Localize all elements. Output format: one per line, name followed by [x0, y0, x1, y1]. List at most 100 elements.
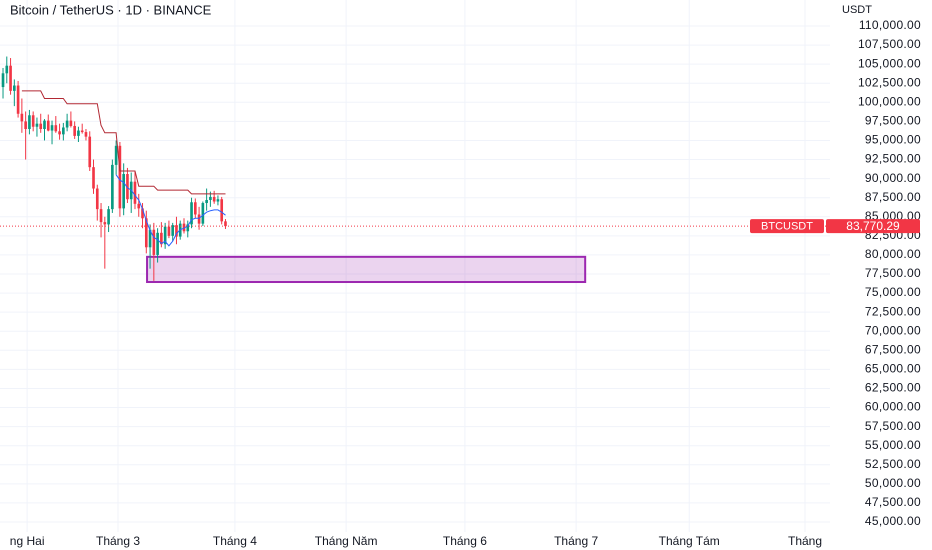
x-tick-label: Tháng — [788, 534, 822, 548]
y-tick-label: 110,000.00 — [859, 18, 921, 32]
candle-body — [58, 131, 61, 135]
candle-body — [114, 145, 118, 165]
y-tick-label: 102,500.00 — [858, 75, 921, 89]
candle-body — [148, 229, 152, 248]
candle-body — [209, 196, 212, 200]
candle-body — [186, 224, 190, 232]
y-tick-label: 87,500.00 — [865, 190, 921, 204]
y-tick-label: 50,000.00 — [865, 476, 921, 490]
plot-area — [0, 56, 830, 284]
x-tick-label: ng Hai — [10, 534, 45, 548]
y-axis-label: USDT — [842, 4, 872, 16]
y-tick-label: 57,500.00 — [865, 419, 921, 433]
candle-body — [175, 225, 178, 237]
candle-body — [92, 167, 95, 189]
candle-body — [88, 136, 92, 168]
y-tick-label: 65,000.00 — [865, 362, 921, 376]
grid — [0, 0, 830, 532]
candle-body — [205, 199, 208, 204]
y-tick-label: 97,500.00 — [865, 114, 921, 128]
y-tick-label: 45,000.00 — [865, 514, 921, 528]
candle-body — [137, 203, 141, 209]
candle-body — [171, 225, 175, 236]
candle-body — [1, 73, 5, 88]
candle-body — [182, 223, 186, 232]
candle-body — [103, 222, 107, 225]
indicator-line — [21, 90, 226, 195]
candle-body — [80, 130, 84, 133]
candle-body — [62, 127, 65, 135]
y-tick-label: 72,500.00 — [865, 304, 921, 318]
candle-body — [167, 226, 171, 236]
x-tick-label: Tháng 4 — [213, 534, 257, 548]
candle-body — [43, 120, 46, 130]
y-tick-label: 60,000.00 — [865, 400, 921, 414]
candle-body — [73, 125, 76, 136]
candle-body — [216, 199, 220, 202]
x-tick-label: Tháng Tám — [659, 534, 720, 548]
y-tick-label: 90,000.00 — [865, 171, 921, 185]
y-tick-label: 92,500.00 — [865, 152, 921, 166]
candle-body — [190, 202, 193, 225]
candle-body — [31, 115, 35, 127]
x-tick-label: Tháng 3 — [96, 534, 140, 548]
candle-body — [197, 214, 201, 224]
candle-body — [122, 174, 125, 209]
candle-body — [99, 209, 103, 223]
candle-body — [50, 125, 54, 131]
y-tick-label: 105,000.00 — [858, 56, 921, 70]
y-tick-label: 70,000.00 — [865, 323, 921, 337]
indicator-line — [115, 174, 226, 247]
last-price-name-box — [750, 219, 824, 234]
y-tick-label: 62,500.00 — [865, 381, 921, 395]
y-tick-label: 55,000.00 — [865, 438, 921, 452]
candle-body — [118, 145, 122, 209]
candle-body — [224, 221, 227, 227]
candle-body — [111, 164, 114, 210]
candle-body — [65, 120, 69, 128]
candle-body — [95, 188, 99, 210]
candle-body — [156, 232, 159, 255]
candle-body — [13, 85, 16, 91]
y-tick-label: 77,500.00 — [865, 266, 921, 280]
candle-body — [24, 121, 27, 130]
y-tick-label: 52,500.00 — [865, 457, 921, 471]
last-price-box — [826, 219, 920, 234]
candle-body — [152, 229, 156, 255]
candle-body — [160, 232, 163, 245]
y-tick-label: 47,500.00 — [865, 495, 921, 509]
candle-body — [212, 196, 216, 202]
y-tick-label: 67,500.00 — [865, 342, 921, 356]
candle-body — [141, 208, 144, 219]
last-price-label: 83,770.29 — [846, 219, 900, 233]
y-tick-label: 75,000.00 — [865, 285, 921, 299]
candle-body — [54, 125, 58, 132]
y-tick-label: 80,000.00 — [865, 247, 921, 261]
candle-body — [35, 123, 39, 127]
candle-body — [28, 115, 31, 130]
candle-body — [84, 132, 88, 137]
candle-body — [163, 226, 167, 245]
candle-body — [126, 174, 129, 200]
candle-body — [107, 209, 110, 225]
candle-body — [9, 65, 12, 91]
zone — [146, 255, 587, 284]
y-tick-label: 95,000.00 — [865, 133, 921, 147]
candle-body — [20, 113, 24, 122]
candle-body — [193, 202, 197, 215]
candle-body — [46, 120, 50, 131]
y-tick-label: 107,500.00 — [858, 37, 921, 51]
candle-body — [133, 181, 137, 204]
candle-body — [220, 199, 224, 222]
x-tick-label: Tháng 7 — [554, 534, 598, 548]
candle-body — [16, 85, 20, 114]
candle-body — [69, 120, 73, 126]
last-price-name: BTCUSDT — [761, 221, 813, 233]
y-tick-label: 100,000.00 — [858, 94, 921, 108]
candle-body — [201, 203, 205, 224]
candle-body — [144, 218, 148, 248]
x-tick-label: Tháng Năm — [315, 534, 378, 548]
x-tick-label: Tháng 6 — [443, 534, 487, 548]
candle-body — [77, 130, 80, 136]
